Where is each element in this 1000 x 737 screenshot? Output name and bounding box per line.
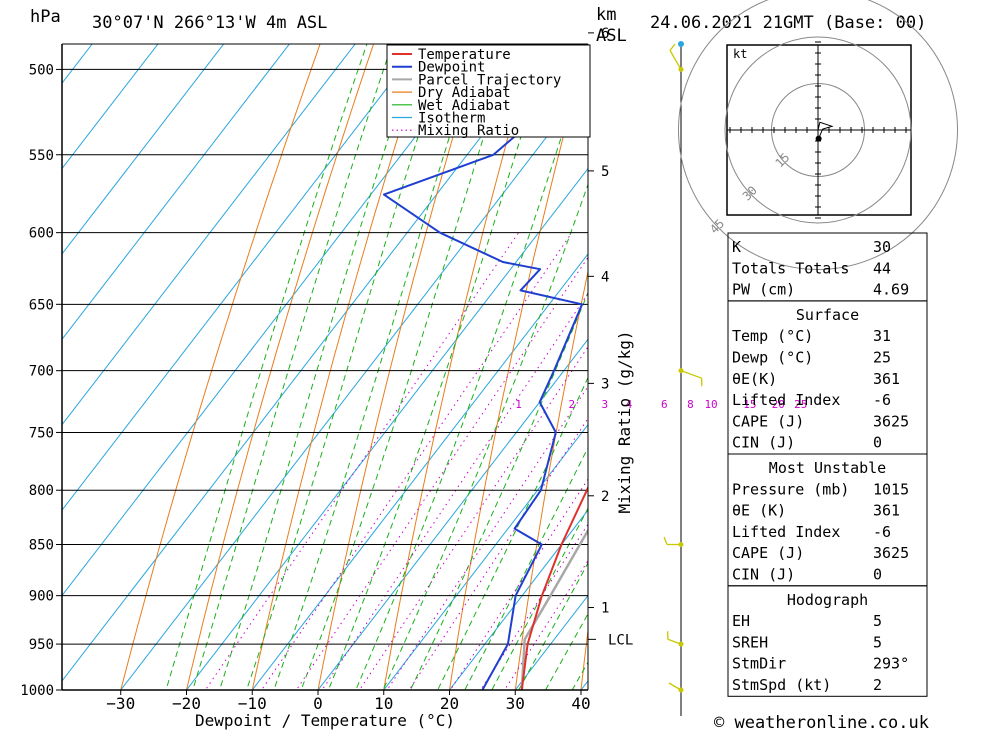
units-hpa: hPa	[30, 7, 61, 27]
index-label: StmDir	[732, 655, 786, 673]
km-tick-label: 3	[601, 376, 609, 392]
wind-level-dot	[679, 688, 684, 693]
index-value: 0	[873, 434, 882, 452]
index-label: Totals Totals	[732, 259, 849, 277]
wind-barb-flag	[664, 537, 667, 544]
index-value: 4.69	[873, 281, 909, 299]
wind-barb	[681, 371, 702, 379]
temp-tick-label: −30	[106, 694, 135, 713]
index-value: 5	[873, 612, 882, 630]
wind-level-dot	[679, 642, 684, 647]
index-value: 361	[873, 502, 900, 520]
table-section-title: Most Unstable	[769, 459, 886, 477]
pressure-tick-label: 650	[29, 297, 54, 313]
index-label: StmSpd (kt)	[732, 676, 831, 694]
km-tick-label: 2	[601, 489, 609, 505]
mixing-ratio-line	[422, 233, 750, 733]
wind-level-dot	[679, 542, 684, 547]
mixing-ratio-line	[380, 233, 711, 733]
km-tick-label: 5	[601, 164, 609, 180]
index-value: 31	[873, 327, 891, 345]
mixing-ratio-label: 8	[687, 398, 694, 411]
credit-text: © weatheronline.co.uk	[714, 713, 929, 733]
km-tick-label: 4	[601, 269, 609, 285]
legend-label: Mixing Ratio	[418, 123, 519, 139]
km-tick-label: 6	[601, 26, 609, 42]
wind-top-dot	[678, 41, 684, 47]
index-label: Lifted Index	[732, 391, 840, 409]
storm-motion-marker	[816, 136, 822, 142]
stability-indices-table: K 30 Totals Totals 44 PW (cm) 4.69 Surface Temp…	[728, 233, 927, 696]
x-axis-title: Dewpoint / Temperature (°C)	[195, 711, 455, 730]
index-value: 361	[873, 370, 900, 388]
mixing-ratio-axis-title: Mixing Ratio (g/kg)	[615, 330, 634, 513]
index-label: CAPE (J)	[732, 412, 804, 430]
index-value: 5	[873, 633, 882, 651]
index-value: 3625	[873, 544, 909, 562]
mixing-ratio-label: 6	[661, 398, 668, 411]
station-location: 30°07'N 266°13'W 4m ASL	[92, 13, 327, 33]
wind-level-dot	[679, 67, 684, 72]
index-label: EH	[732, 612, 750, 630]
index-label: Pressure (mb)	[732, 480, 849, 498]
pressure-tick-label: 900	[29, 589, 54, 605]
temp-tick-label: 40	[571, 694, 590, 713]
index-label: Temp (°C)	[732, 327, 813, 345]
temp-tick-label: 30	[506, 694, 525, 713]
index-value: 293°	[873, 655, 909, 673]
index-label: θE(K)	[732, 370, 777, 388]
index-value: -6	[873, 523, 891, 541]
units-km: km	[596, 5, 616, 25]
pressure-tick-label: 500	[29, 62, 54, 78]
pressure-tick-label: 800	[29, 483, 54, 499]
isotherm-line	[0, 0, 275, 716]
wind-profile	[664, 0, 702, 716]
index-value: 3625	[873, 412, 909, 430]
mixing-ratio-label: 2	[569, 398, 576, 411]
pressure-tick-label: 950	[29, 637, 54, 653]
dry-adiabat-line	[975, 0, 1000, 733]
hodograph-unit: kt	[733, 47, 747, 61]
dry-adiabat-line	[910, 0, 1000, 733]
lcl-label: LCL	[608, 632, 633, 648]
index-label: PW (cm)	[732, 281, 795, 299]
pressure-tick-label: 850	[29, 537, 54, 553]
mixing-ratio-label: 10	[704, 398, 717, 411]
pressure-tick-label: 600	[29, 226, 54, 242]
index-value: 44	[873, 259, 891, 277]
table-section-title: Surface	[796, 306, 859, 324]
km-tick-label: 1	[601, 601, 609, 617]
index-value: 1015	[873, 480, 909, 498]
table-section-title: Hodograph	[787, 591, 868, 609]
index-label: CAPE (J)	[732, 544, 804, 562]
pressure-tick-label: 750	[29, 425, 54, 441]
index-value: 2	[873, 676, 882, 694]
forecast-datetime: 24.06.2021 21GMT (Base: 00)	[650, 13, 926, 33]
index-value: 0	[873, 566, 882, 584]
pressure-tick-label: 1000	[20, 683, 54, 699]
isotherm-line	[0, 0, 341, 716]
mixing-ratio-label: 3	[601, 398, 608, 411]
index-label: Dewp (°C)	[732, 349, 813, 367]
index-label: CIN (J)	[732, 566, 795, 584]
index-value: 25	[873, 349, 891, 367]
pressure-tick-label: 550	[29, 148, 54, 164]
index-label: K	[732, 238, 741, 256]
index-value: -6	[873, 391, 891, 409]
wind-barb	[670, 50, 681, 69]
index-label: CIN (J)	[732, 434, 795, 452]
index-value: 30	[873, 238, 891, 256]
wind-barb-flag	[670, 44, 675, 50]
pressure-tick-label: 700	[29, 364, 54, 380]
index-label: θE (K)	[732, 502, 786, 520]
wind-level-dot	[679, 368, 684, 373]
index-label: Lifted Index	[732, 523, 840, 541]
mixing-ratio-line	[267, 233, 605, 733]
index-label: SREH	[732, 633, 768, 651]
mixing-ratio-label: 1	[515, 398, 522, 411]
